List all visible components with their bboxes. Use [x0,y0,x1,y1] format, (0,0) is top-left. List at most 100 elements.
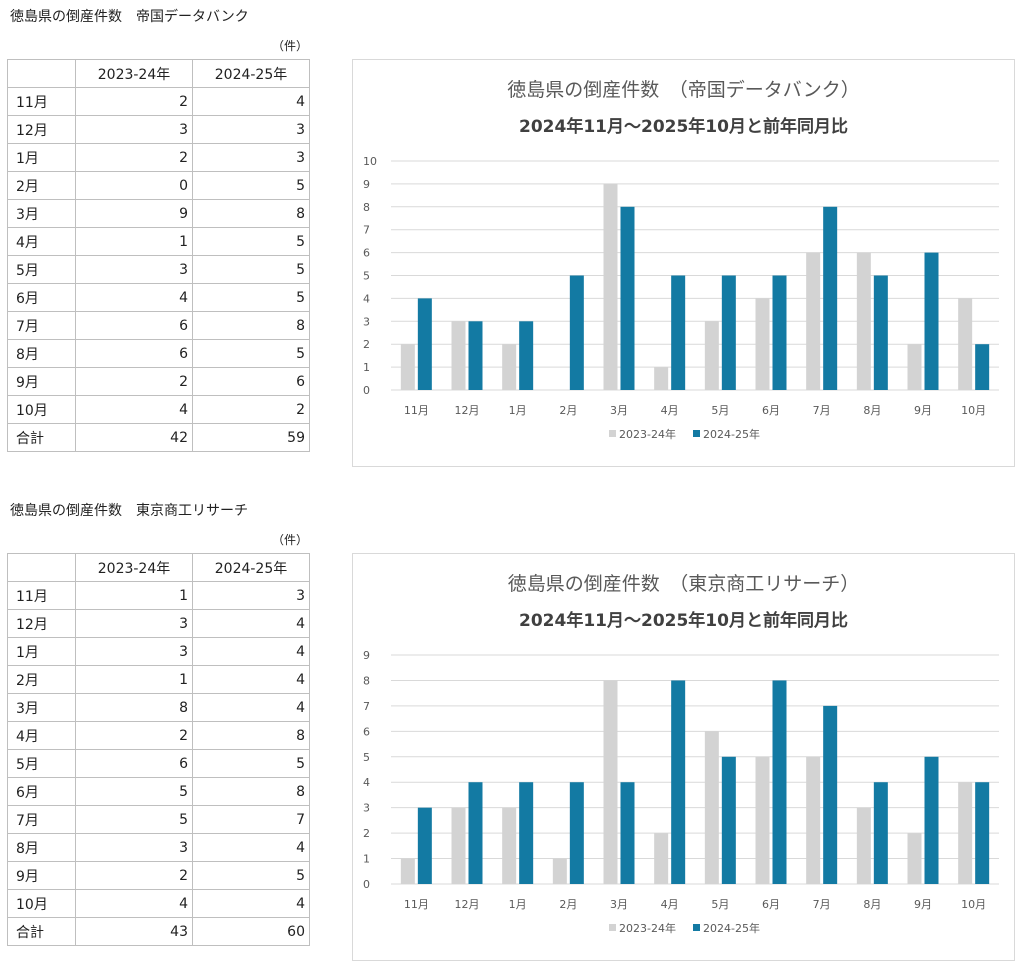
bar-2023-24 [400,858,415,884]
bar-2024-25 [772,275,787,390]
y-tick-label: 2 [363,827,370,840]
bar-2023-24 [755,756,770,884]
table-cell: 4 [192,665,310,694]
table-cell: 1 [75,581,193,610]
x-tick-label: 10月 [961,898,986,911]
bar-2024-25 [924,252,939,390]
legend-swatch [609,430,616,437]
chart-subtitle: 2024年11月～2025年10月と前年同月比 [519,116,848,137]
y-tick-label: 7 [363,700,370,713]
table-cell: 4 [75,889,193,918]
x-tick-label: 4月 [661,898,679,911]
legend-swatch [693,430,700,437]
bar-2024-25 [620,206,635,390]
table-cell: 8 [192,721,310,750]
table-cell: 3 [75,833,193,862]
row-label: 9月 [7,367,76,396]
bar-2023-24 [704,731,719,884]
table-cell: 5 [192,283,310,312]
table-cell: 5 [192,227,310,256]
x-tick-label: 8月 [863,404,881,417]
row-label: 12月 [7,115,76,144]
x-tick-label: 7月 [813,898,831,911]
bar-2023-24 [603,183,618,390]
table-header-row: 2023-24年 2024-25年 [7,553,310,582]
table-cell: 3 [192,581,310,610]
y-tick-label: 1 [363,361,370,374]
x-tick-label: 5月 [711,404,729,417]
table-cell: 42 [75,423,193,452]
bar-2024-25 [721,756,736,884]
table-cell: 8 [192,199,310,228]
table-cell: 2 [75,721,193,750]
table-cell: 4 [192,87,310,116]
table-row: 9月 2 6 [7,367,310,396]
x-tick-label: 3月 [610,404,628,417]
bar-2023-24 [654,367,669,390]
row-label: 8月 [7,833,76,862]
section-heading-tsr: 徳島県の倒産件数 東京商工リサーチ [10,503,248,519]
table-cell: 6 [192,367,310,396]
table-row: 3月 8 4 [7,693,310,722]
data-table-tdb: 2023-24年 2024-25年 11月 2 4 12月 3 3 1月 2 3 2月 0 5 3月 9 8 4月… [7,59,310,452]
x-tick-label: 12月 [455,898,480,911]
bar-2024-25 [975,782,990,884]
row-label: 7月 [7,805,76,834]
x-tick-label: 8月 [863,898,881,911]
unit-label-tsr: （件） [272,533,309,547]
bar-2024-25 [569,275,584,390]
table-row: 11月 1 3 [7,581,310,610]
legend-label: 2023-24年 [619,427,676,441]
x-tick-label: 6月 [762,404,780,417]
y-tick-label: 8 [363,201,370,214]
bar-2023-24 [958,782,973,884]
row-label: 1月 [7,143,76,172]
x-tick-label: 12月 [455,404,480,417]
row-label: 5月 [7,255,76,284]
chart-title: 徳島県の倒産件数 （東京商工リサーチ） [508,573,860,595]
table-cell: 6 [75,311,193,340]
row-label: 12月 [7,609,76,638]
row-label: 10月 [7,889,76,918]
table-cell: 3 [75,115,193,144]
table-row: 7月 6 8 [7,311,310,340]
row-label: 2月 [7,171,76,200]
table-cell: 8 [192,777,310,806]
bar-2023-24 [704,321,719,390]
table-cell: 4 [192,833,310,862]
table-row: 6月 5 8 [7,777,310,806]
bar-2024-25 [417,807,432,884]
x-tick-label: 1月 [509,898,527,911]
y-tick-label: 2 [363,338,370,351]
bar-2023-24 [907,344,922,390]
bar-2023-24 [502,344,517,390]
table-row: 10月 4 2 [7,395,310,424]
y-tick-label: 3 [363,802,370,815]
row-label: 5月 [7,749,76,778]
bar-2023-24 [654,833,669,884]
x-tick-label: 10月 [961,404,986,417]
table-cell: 5 [192,861,310,890]
table-cell: 3 [75,609,193,638]
table-cell: 5 [75,777,193,806]
row-label: 11月 [7,581,76,610]
x-tick-label: 2月 [559,404,577,417]
row-label: 4月 [7,227,76,256]
y-tick-label: 4 [363,776,370,789]
table-cell: 3 [75,637,193,666]
column-header: 2023-24年 [75,59,193,88]
table-cell: 2 [75,861,193,890]
table-row: 11月 2 4 [7,87,310,116]
table-cell: 7 [192,805,310,834]
table-row: 5月 6 5 [7,749,310,778]
data-table-tsr: 2023-24年 2024-25年 11月 1 3 12月 3 4 1月 3 4 2月 1 4 3月 8 4 4月… [7,553,310,946]
table-cell: 59 [192,423,310,452]
table-row: 合計 43 60 [7,917,310,946]
table-cell: 2 [75,87,193,116]
y-tick-label: 6 [363,725,370,738]
table-cell: 2 [75,143,193,172]
x-tick-label: 3月 [610,898,628,911]
table-cell: 4 [192,637,310,666]
table-cell: 2 [192,395,310,424]
y-tick-label: 1 [363,853,370,866]
